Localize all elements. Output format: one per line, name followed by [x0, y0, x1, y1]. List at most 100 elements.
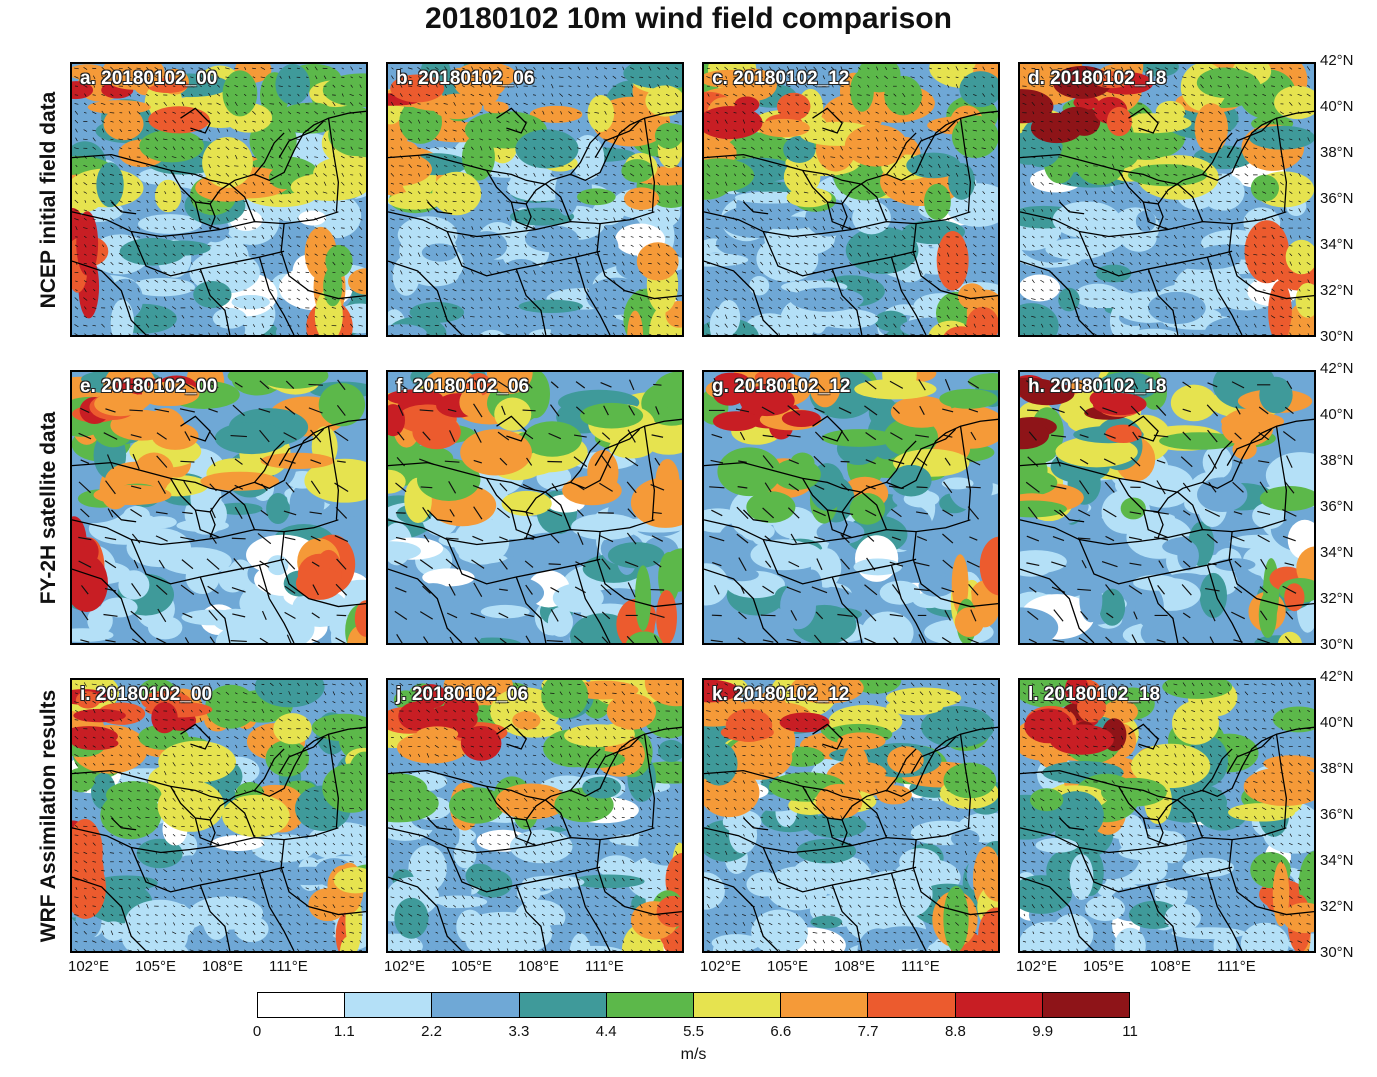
- province-border: [209, 511, 216, 538]
- province-border: [258, 564, 295, 643]
- province-border: [570, 726, 682, 797]
- wind-vectors: [74, 682, 363, 951]
- province-border: [427, 509, 453, 523]
- province-border: [111, 509, 137, 523]
- wind-speed-field: [388, 680, 682, 951]
- province-border: [596, 531, 682, 608]
- province-border: [1228, 531, 1314, 608]
- province-border: [1078, 231, 1233, 277]
- province-border: [594, 120, 641, 158]
- colorbar-segment: [1042, 993, 1130, 1017]
- province-border: [1059, 509, 1085, 523]
- wind-speed-field: [72, 680, 366, 951]
- province-border: [194, 201, 221, 231]
- colorbar-tick-label: 0: [252, 1023, 262, 1040]
- wind-vectors: [706, 66, 995, 335]
- province-border: [446, 231, 601, 277]
- province-border: [1228, 839, 1314, 916]
- map-panel-h: h. 20180102_18: [1018, 370, 1316, 645]
- province-border: [496, 723, 527, 750]
- province-border: [841, 203, 848, 230]
- province-border: [72, 519, 339, 546]
- row-label-ncep: NCEP initial field data: [37, 91, 60, 309]
- province-border: [388, 770, 546, 801]
- province-border: [545, 491, 572, 530]
- province-border: [258, 256, 295, 335]
- province-border: [1020, 462, 1178, 493]
- lat-tick-label: 30°N: [1320, 328, 1354, 345]
- province-border: [545, 183, 572, 222]
- province-border: [704, 827, 971, 854]
- colorbar-tick-label: 11: [1122, 1023, 1138, 1040]
- map-panel-l: l. 20180102_18: [1018, 678, 1316, 953]
- lon-tick-label: 105°E: [451, 958, 493, 975]
- province-border: [327, 734, 340, 828]
- province-border: [1147, 268, 1179, 335]
- lat-tick-label: 36°N: [1320, 190, 1354, 207]
- lat-tick-label: 40°N: [1320, 98, 1354, 115]
- province-border: [574, 564, 611, 643]
- province-border: [525, 203, 532, 230]
- colorbar-tick-label: 2.2: [421, 1023, 443, 1040]
- wind-vectors: [74, 66, 363, 335]
- wind-vectors: [708, 377, 981, 643]
- province-border: [910, 736, 957, 774]
- province-border: [1275, 426, 1288, 520]
- province-border: [704, 770, 862, 801]
- colorbar-tick-label: 9.9: [1032, 1023, 1054, 1040]
- province-border: [280, 223, 366, 300]
- province-border: [704, 211, 971, 238]
- wind-speed-field: [1020, 372, 1314, 643]
- province-border: [1128, 415, 1159, 442]
- province-border: [910, 428, 957, 466]
- province-border: [831, 576, 863, 643]
- panel-label: h. 20180102_18: [1028, 376, 1167, 397]
- province-border: [545, 799, 572, 838]
- province-border: [1226, 736, 1273, 774]
- province-border: [199, 268, 231, 335]
- province-border: [1177, 183, 1204, 222]
- lat-tick-label: 42°N: [1320, 360, 1354, 377]
- province-border: [1202, 726, 1314, 797]
- panel-label: a. 20180102_00: [80, 68, 218, 89]
- province-border: [229, 799, 256, 838]
- panel-label: g. 20180102_12: [712, 376, 851, 397]
- colorbar-segment: [432, 993, 520, 1017]
- province-border: [704, 462, 862, 493]
- wind-speed-field: [388, 64, 682, 335]
- province-border: [180, 415, 211, 442]
- province-border: [199, 576, 231, 643]
- province-border: [427, 201, 453, 215]
- lon-tick-label: 111°E: [1217, 958, 1256, 975]
- province-border: [890, 256, 927, 335]
- wind-vectors: [706, 682, 995, 951]
- figure-title: 20180102 10m wind field comparison: [425, 2, 952, 35]
- lat-tick-label: 34°N: [1320, 544, 1354, 561]
- panel-label: e. 20180102_00: [80, 376, 218, 397]
- province-border: [388, 827, 655, 854]
- province-border: [570, 110, 682, 181]
- row-label-fy2h: FY-2H satellite data: [37, 411, 60, 605]
- panel-label: f. 20180102_06: [396, 376, 530, 397]
- province-border: [704, 876, 779, 951]
- province-border: [1020, 770, 1178, 801]
- panel-label: k. 20180102_12: [712, 684, 850, 705]
- wind-vectors: [1022, 682, 1311, 951]
- province-border: [111, 201, 137, 215]
- lat-tick-label: 34°N: [1320, 852, 1354, 869]
- lat-tick-label: 42°N: [1320, 52, 1354, 69]
- province-border: [1226, 428, 1273, 466]
- province-border: [890, 872, 927, 951]
- colorbar-segment: [258, 993, 346, 1017]
- lat-tick-label: 42°N: [1320, 668, 1354, 685]
- province-border: [912, 531, 998, 608]
- wind-vectors: [1022, 66, 1311, 335]
- province-border: [1228, 223, 1314, 300]
- province-border: [327, 118, 340, 212]
- province-border: [199, 884, 231, 951]
- province-border: [194, 817, 221, 847]
- province-border: [826, 201, 853, 231]
- lat-tick-label: 36°N: [1320, 498, 1354, 515]
- lat-tick-label: 32°N: [1320, 590, 1354, 607]
- province-border: [912, 839, 998, 916]
